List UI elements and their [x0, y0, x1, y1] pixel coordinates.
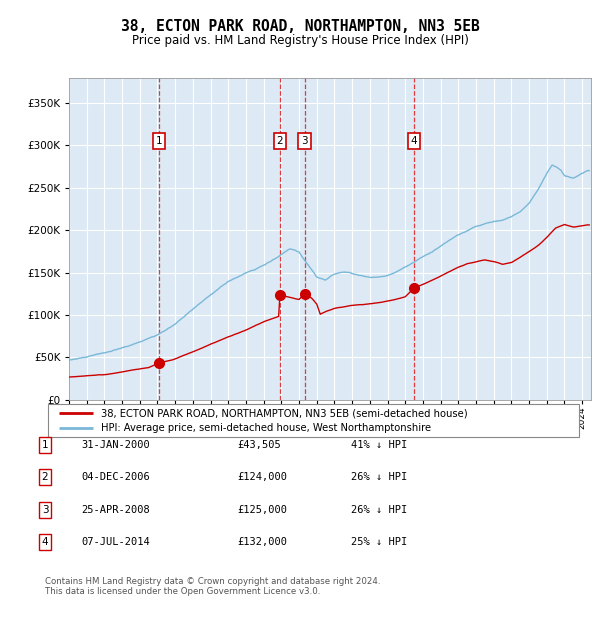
Text: Price paid vs. HM Land Registry's House Price Index (HPI): Price paid vs. HM Land Registry's House …	[131, 34, 469, 47]
Text: 38, ECTON PARK ROAD, NORTHAMPTON, NN3 5EB: 38, ECTON PARK ROAD, NORTHAMPTON, NN3 5E…	[121, 19, 479, 33]
Text: 2: 2	[277, 136, 283, 146]
Text: 07-JUL-2014: 07-JUL-2014	[81, 537, 150, 547]
Text: 1: 1	[155, 136, 162, 146]
Text: HPI: Average price, semi-detached house, West Northamptonshire: HPI: Average price, semi-detached house,…	[101, 423, 431, 433]
Text: 2: 2	[41, 472, 49, 482]
Text: 4: 4	[41, 537, 49, 547]
Text: 31-JAN-2000: 31-JAN-2000	[81, 440, 150, 450]
Text: 26% ↓ HPI: 26% ↓ HPI	[351, 472, 407, 482]
Text: 3: 3	[301, 136, 308, 146]
Text: 4: 4	[411, 136, 418, 146]
Text: 04-DEC-2006: 04-DEC-2006	[81, 472, 150, 482]
Text: 38, ECTON PARK ROAD, NORTHAMPTON, NN3 5EB (semi-detached house): 38, ECTON PARK ROAD, NORTHAMPTON, NN3 5E…	[101, 408, 468, 418]
Text: 3: 3	[41, 505, 49, 515]
Text: 1: 1	[41, 440, 49, 450]
Text: 41% ↓ HPI: 41% ↓ HPI	[351, 440, 407, 450]
Text: 26% ↓ HPI: 26% ↓ HPI	[351, 505, 407, 515]
Text: £132,000: £132,000	[237, 537, 287, 547]
Text: £125,000: £125,000	[237, 505, 287, 515]
Text: 25-APR-2008: 25-APR-2008	[81, 505, 150, 515]
Text: 25% ↓ HPI: 25% ↓ HPI	[351, 537, 407, 547]
Text: £43,505: £43,505	[237, 440, 281, 450]
Text: Contains HM Land Registry data © Crown copyright and database right 2024.
This d: Contains HM Land Registry data © Crown c…	[45, 577, 380, 596]
Text: £124,000: £124,000	[237, 472, 287, 482]
